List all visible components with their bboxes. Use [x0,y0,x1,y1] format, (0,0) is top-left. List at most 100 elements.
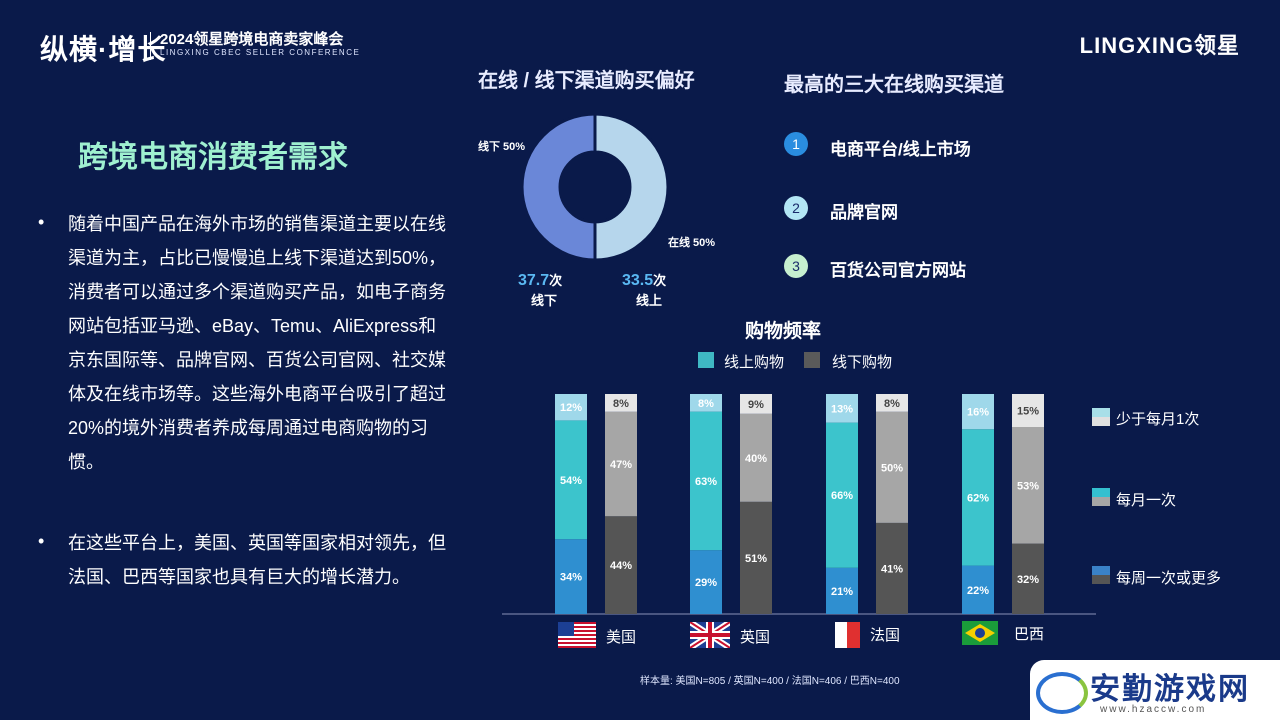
bar-label-offline-1-monthly: 40% [745,453,767,465]
channel-number-2: 2 [784,196,808,220]
bar-offline-1-rare [740,394,772,414]
bar-offline-2-weekly [876,522,908,614]
online-count: 33.5 [622,272,654,289]
bar-offline-1-monthly [740,413,772,502]
donut-chart [520,112,670,262]
conference-title: 2024领星跨境电商卖家峰会 [160,31,344,48]
country-label-france: 法国 [870,627,901,644]
bullet-marker-1: • [38,212,45,232]
bar-offline-0-weekly [605,516,637,614]
channel-number-3: 3 [784,254,808,278]
sample-size-note: 样本量: 美国N=805 / 英国N=400 / 法国N=406 / 巴西N=4… [640,676,900,687]
bar-online-2-rare [826,394,858,423]
offline-count: 37.7 [518,272,550,289]
country-label-us: 美国 [606,629,637,646]
channels-title: 最高的三大在线购买渠道 [784,74,1004,96]
watermark-logo-icon [1036,672,1088,714]
bar-offline-3-monthly [1012,427,1044,544]
legend-label-online: 线上购物 [724,354,785,371]
bar-label-offline-0-monthly: 47% [610,459,632,471]
bar-label-online-2-monthly: 66% [831,490,853,502]
channel-label-2: 品牌官网 [830,203,898,222]
bar-offline-2-monthly [876,411,908,523]
bar-online-0-rare [555,394,587,421]
bar-online-3-monthly [962,429,994,566]
bar-online-1-monthly [690,411,722,551]
country-label-brazil: 巴西 [1014,626,1045,643]
offline-caption: 线下 [531,293,558,308]
donut-title: 在线 / 线下渠道购买偏好 [478,70,695,92]
uk-flag-icon [690,622,730,648]
chart-title: 购物频率 [745,321,822,342]
bar-label-online-2-rare: 13% [831,403,853,415]
legend-swatch-online [698,352,714,368]
online-unit: 次 [653,273,667,288]
section-heading: 跨境电商消费者需求 [78,141,348,174]
bar-label-offline-3-rare: 15% [1017,406,1039,418]
bar-label-offline-0-weekly: 44% [610,560,632,572]
bar-label-online-0-weekly: 34% [560,572,582,584]
bar-label-offline-2-rare: 8% [884,398,900,410]
bar-online-1-rare [690,394,722,412]
bar-offline-0-rare [605,394,637,412]
bar-online-1-weekly [690,550,722,614]
brand-logo: LINGXING领星 [1079,33,1240,58]
us-flag-icon [558,622,596,648]
donut-label-online: 在线 50% [668,237,716,249]
bar-online-2-weekly [826,567,858,614]
bar-online-3-weekly [962,565,994,614]
channel-label-1: 电商平台/线上市场 [830,140,971,159]
bar-label-offline-2-monthly: 50% [881,462,903,474]
bar-offline-2-rare [876,394,908,412]
bar-online-3-rare [962,394,994,430]
bar-label-offline-3-monthly: 53% [1017,480,1039,492]
channel-number-1: 1 [784,132,808,156]
donut-slice-online [593,112,670,262]
donut-label-offline: 线下 50% [478,141,526,153]
logo-divider [150,32,151,60]
bar-label-online-2-weekly: 21% [831,586,853,598]
bar-label-online-1-rare: 8% [698,398,714,410]
bullet-text-1: 随着中国产品在海外市场的销售渠道主要以在线渠道为主，占比已慢慢追上线下渠道达到5… [68,214,447,472]
bar-offline-3-rare [1012,394,1044,427]
bar-offline-1-weekly [740,501,772,614]
watermark-text: 安勤游戏网 [1090,673,1250,706]
bar-label-offline-1-rare: 9% [748,399,764,411]
watermark-box: 安勤游戏网 www.hzaccw.com [1030,660,1280,720]
watermark-url: www.hzaccw.com [1100,704,1207,715]
bullet-marker-2: • [38,531,45,551]
donut-slice-offline [520,112,597,262]
bar-label-offline-1-weekly: 51% [745,553,767,565]
bar-label-offline-2-weekly: 41% [881,563,903,575]
bullet-text-2: 在这些平台上，美国、英国等国家相对领先，但法国、巴西等国家也具有巨大的增长潜力。 [68,533,446,587]
legend-label-monthly: 每月一次 [1116,492,1177,509]
bar-label-online-3-monthly: 62% [967,492,989,504]
bar-online-0-weekly [555,539,587,614]
bar-offline-3-weekly [1012,543,1044,614]
legend-label-monthly-less: 少于每月1次 [1116,411,1200,428]
bar-label-online-3-weekly: 22% [967,585,989,597]
brazil-flag-icon [962,621,998,645]
offline-unit: 次 [549,273,563,288]
bar-offline-0-monthly [605,411,637,517]
conference-subtitle: LINGXING CBEC SELLER CONFERENCE [160,48,361,57]
online-caption: 线上 [636,293,663,308]
legend-label-offline: 线下购物 [832,354,893,371]
legend-swatch-monthly [1092,488,1110,506]
bar-label-offline-3-weekly: 32% [1017,574,1039,586]
bar-label-online-0-monthly: 54% [560,475,582,487]
bar-label-online-3-rare: 16% [967,407,989,419]
bar-label-online-0-rare: 12% [560,402,582,414]
bar-online-2-monthly [826,422,858,568]
conference-logo: 纵横·增长 [40,34,167,65]
legend-label-weekly: 每周一次或更多 [1116,570,1222,587]
legend-swatch-monthly-less [1092,408,1110,426]
country-label-uk: 英国 [740,629,771,646]
bar-label-online-1-weekly: 29% [695,577,717,589]
bar-label-offline-0-rare: 8% [613,398,629,410]
france-flag-icon [822,622,860,648]
legend-swatch-weekly [1092,566,1110,584]
bar-label-online-1-monthly: 63% [695,476,717,488]
legend-swatch-offline [804,352,820,368]
